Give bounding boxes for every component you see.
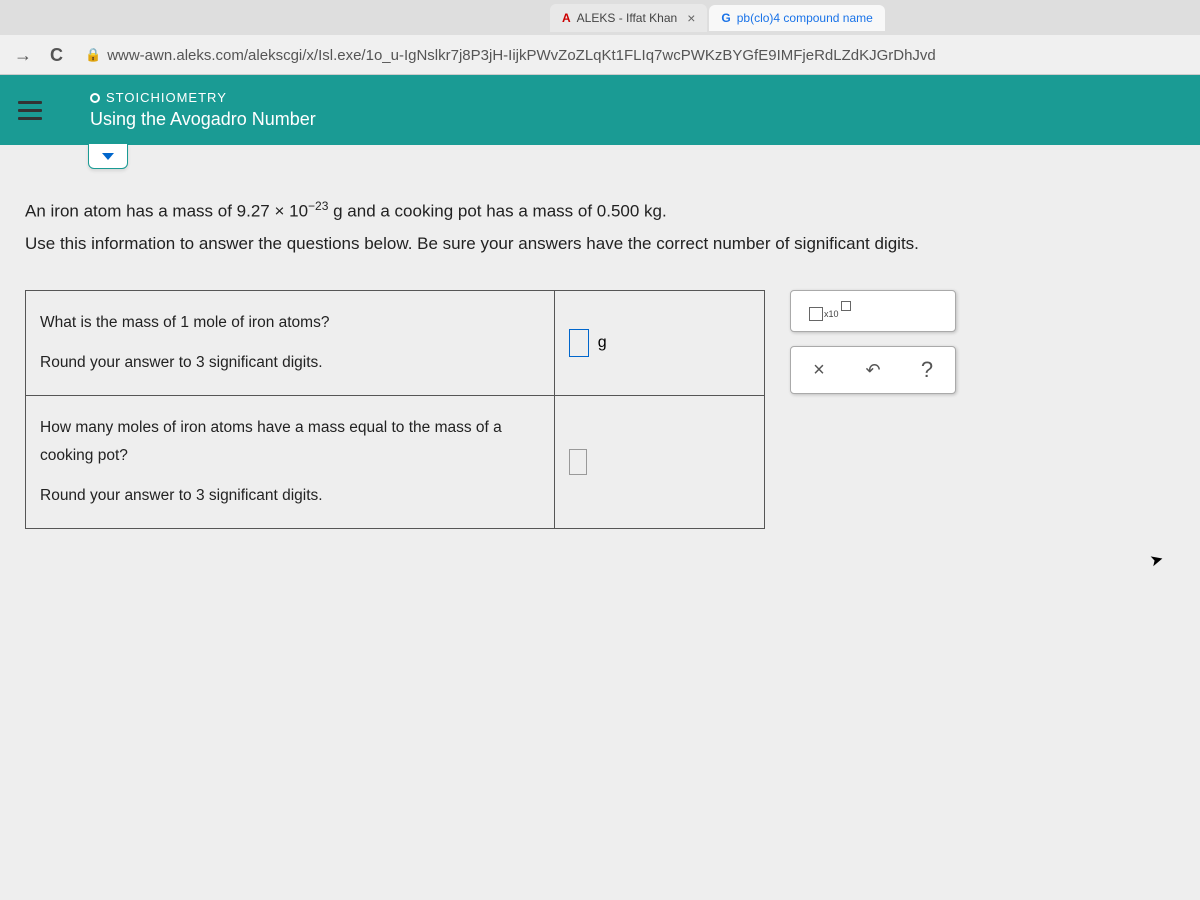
forward-button[interactable]: → (10, 41, 36, 70)
aleks-favicon: A (562, 11, 571, 25)
work-area: What is the mass of 1 mole of iron atoms… (25, 290, 1175, 528)
nav-bar: → C 🔒 www-awn.aleks.com/alekscgi/x/Isl.e… (0, 35, 1200, 75)
question-cell-2: How many moles of iron atoms have a mass… (26, 396, 555, 529)
question-hint: Round your answer to 3 significant digit… (40, 482, 540, 510)
table-row: How many moles of iron atoms have a mass… (26, 396, 765, 529)
problem-text-post: g and a cooking pot has a mass of 0.500 … (328, 202, 666, 221)
header-bar: STOICHIOMETRY Using the Avogadro Number (0, 75, 1200, 145)
answer-input-2[interactable] (569, 449, 587, 475)
header-text: STOICHIOMETRY Using the Avogadro Number (90, 90, 316, 130)
answer-cell-1: g (555, 291, 765, 396)
clear-button[interactable]: × (807, 359, 831, 382)
url-bar[interactable]: 🔒 www-awn.aleks.com/alekscgi/x/Isl.exe/1… (77, 43, 1190, 68)
close-icon[interactable]: × (687, 10, 695, 26)
table-row: What is the mass of 1 mole of iron atoms… (26, 291, 765, 396)
lock-icon: 🔒 (85, 47, 101, 63)
google-favicon: G (721, 11, 730, 25)
sci-notation-tool[interactable]: x10 (790, 290, 956, 332)
mass-exponent: −23 (308, 199, 328, 213)
reload-button[interactable]: C (46, 41, 67, 70)
question-prompt: What is the mass of 1 mole of iron atoms… (40, 309, 540, 337)
question-prompt: How many moles of iron atoms have a mass… (40, 414, 540, 470)
tab-aleks[interactable]: A ALEKS - Iffat Khan × (550, 4, 707, 32)
sci-notation-icon: x10 (809, 301, 851, 321)
tab-google[interactable]: G pb(clo)4 compound name (709, 5, 884, 31)
tab-label: pb(clo)4 compound name (737, 11, 873, 25)
url-text: www-awn.aleks.com/alekscgi/x/Isl.exe/1o_… (107, 47, 936, 64)
problem-statement: An iron atom has a mass of 9.27 × 10−23 … (25, 195, 1175, 260)
answer-unit: g (598, 334, 607, 351)
hamburger-menu[interactable] (10, 90, 50, 130)
question-cell-1: What is the mass of 1 mole of iron atoms… (26, 291, 555, 396)
answer-table: What is the mass of 1 mole of iron atoms… (25, 290, 765, 528)
reset-button[interactable]: ↶ (861, 360, 885, 381)
topic-label: STOICHIOMETRY (90, 90, 316, 105)
mass-coefficient: 9.27 × 10 (237, 202, 308, 221)
topic-text: STOICHIOMETRY (106, 90, 227, 105)
answer-cell-2 (555, 396, 765, 529)
problem-text-pre: An iron atom has a mass of (25, 202, 237, 221)
content-area: STOICHIOMETRY Using the Avogadro Number … (0, 75, 1200, 900)
problem-area: An iron atom has a mass of 9.27 × 10−23 … (0, 145, 1200, 549)
browser-chrome: A ALEKS - Iffat Khan × G pb(clo)4 compou… (0, 0, 1200, 75)
right-handle[interactable] (1180, 120, 1200, 138)
tool-panel: x10 × ↶ ? (790, 290, 956, 394)
problem-instruction: Use this information to answer the quest… (25, 234, 919, 253)
sci-x10-label: x10 (824, 309, 839, 319)
tab-bar: A ALEKS - Iffat Khan × G pb(clo)4 compou… (0, 0, 1200, 35)
action-buttons: × ↶ ? (790, 346, 956, 394)
help-button[interactable]: ? (915, 357, 939, 383)
tab-label: ALEKS - Iffat Khan (577, 11, 678, 25)
answer-input-1[interactable] (569, 329, 589, 357)
topic-dot-icon (90, 93, 100, 103)
chevron-down-icon (102, 153, 114, 160)
subtopic-label: Using the Avogadro Number (90, 109, 316, 130)
question-hint: Round your answer to 3 significant digit… (40, 349, 540, 377)
dropdown-toggle[interactable] (88, 143, 128, 169)
